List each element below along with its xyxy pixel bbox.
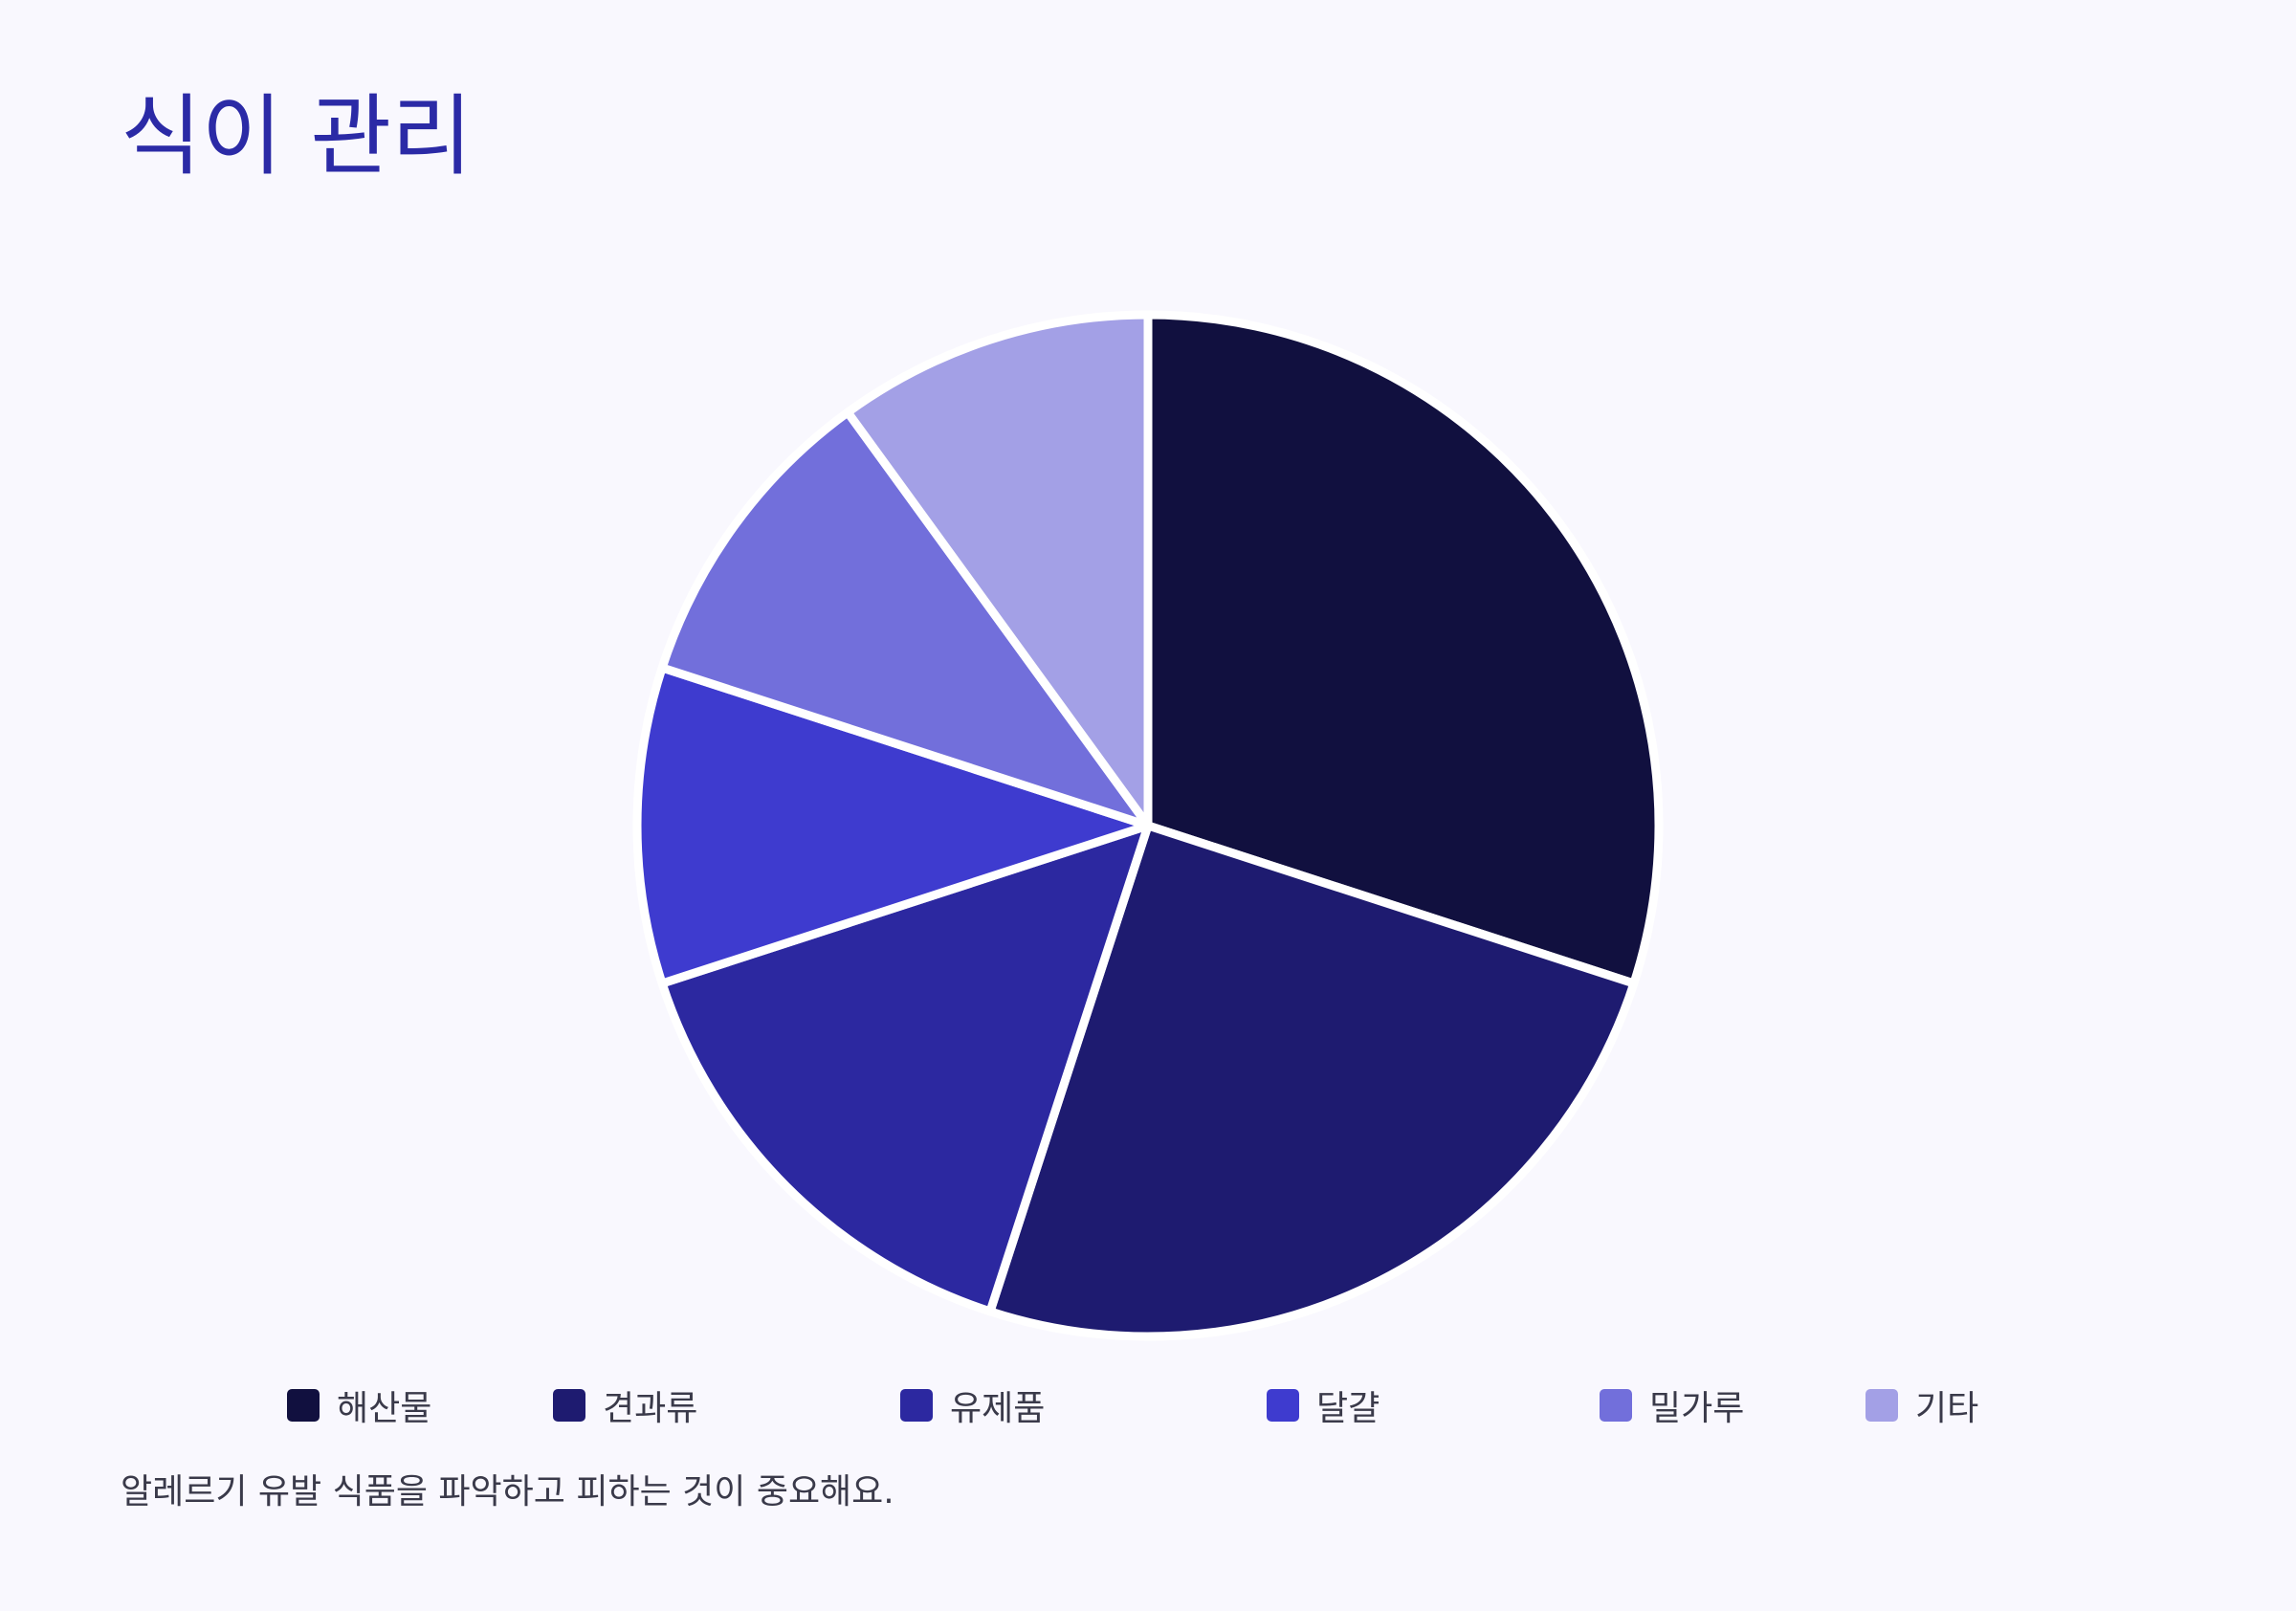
legend-label: 견과류	[603, 1389, 698, 1428]
page-title: 식이 관리	[121, 85, 473, 188]
legend-swatch	[900, 1389, 933, 1422]
legend-label: 유제품	[950, 1389, 1046, 1428]
legend-label: 달걀	[1316, 1389, 1380, 1428]
pie-slice-달걀	[632, 663, 1153, 988]
legend-item: 견과류	[553, 1381, 697, 1429]
legend-label: 해산물	[337, 1389, 432, 1428]
legend-item: 기타	[1866, 1381, 1978, 1429]
pie-slice-기타	[843, 310, 1153, 830]
legend-swatch	[1600, 1389, 1632, 1422]
legend-swatch	[553, 1389, 585, 1422]
legend-item: 밀가루	[1600, 1381, 1744, 1429]
chart-legend: 해산물 견과류 유제품 달걀 밀가루 기타	[0, 1381, 2296, 1429]
pie-slice-견과류	[985, 821, 1639, 1341]
legend-item: 유제품	[900, 1381, 1045, 1429]
pie-slice-밀가루	[657, 408, 1153, 830]
legend-label: 기타	[1915, 1389, 1979, 1428]
legend-item: 달걀	[1267, 1381, 1380, 1429]
legend-label: 밀가루	[1649, 1389, 1745, 1428]
footnote: 알레르기 유발 식품을 파악하고 피하는 것이 중요해요.	[121, 1472, 894, 1512]
legend-swatch	[287, 1389, 320, 1422]
legend-swatch	[1267, 1389, 1299, 1422]
pie-slice-해산물	[1143, 310, 1664, 988]
legend-item: 해산물	[287, 1381, 431, 1429]
legend-swatch	[1866, 1389, 1898, 1422]
